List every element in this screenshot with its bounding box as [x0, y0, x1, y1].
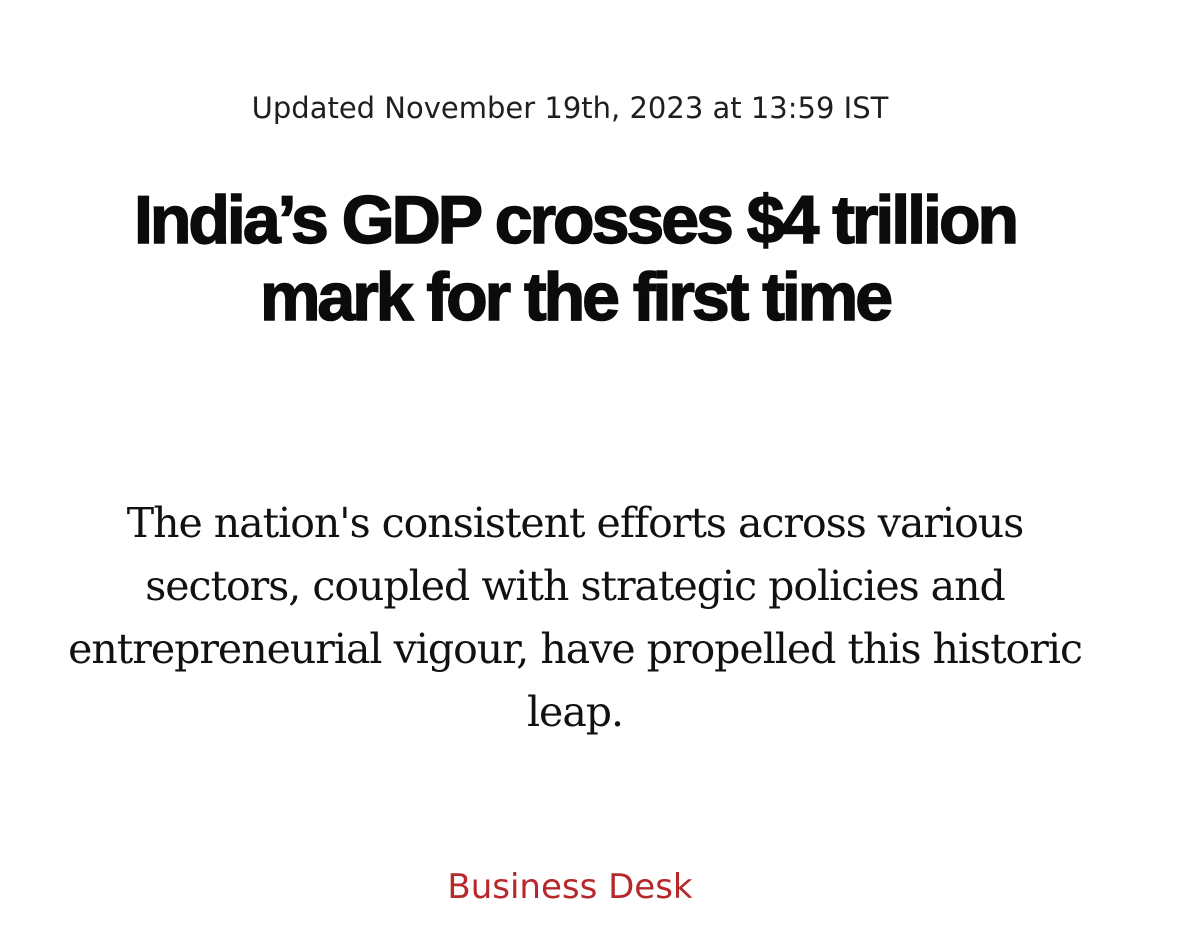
- standfirst: The nation's consistent efforts across v…: [68, 499, 1083, 736]
- headline: India’s GDP crosses $4 trillion mark for…: [133, 181, 1020, 336]
- updated-timestamp: Updated November 19th, 2023 at 13:59 IST: [251, 91, 889, 125]
- section-link-business-desk[interactable]: Business Desk: [447, 867, 693, 907]
